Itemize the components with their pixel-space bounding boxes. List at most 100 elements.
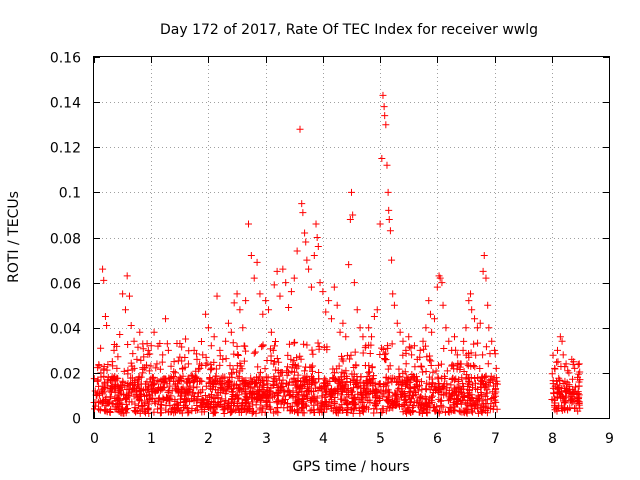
data-point xyxy=(236,367,244,375)
data-point xyxy=(123,381,131,389)
data-point xyxy=(345,391,353,399)
data-point xyxy=(247,374,255,382)
data-point xyxy=(151,399,159,407)
data-point xyxy=(198,408,206,416)
data-point xyxy=(382,407,390,415)
data-point xyxy=(479,267,487,275)
data-point xyxy=(406,378,414,386)
data-point xyxy=(491,346,499,354)
data-point xyxy=(185,408,193,416)
data-point xyxy=(159,376,167,384)
data-point xyxy=(403,407,411,415)
data-point xyxy=(464,391,472,399)
data-point xyxy=(256,404,264,412)
data-point xyxy=(385,375,393,383)
data-point xyxy=(212,379,220,387)
data-point xyxy=(314,243,322,251)
data-point xyxy=(211,409,219,417)
data-point xyxy=(287,355,295,363)
data-point xyxy=(153,386,161,394)
data-point xyxy=(561,399,569,407)
data-point xyxy=(359,349,367,357)
data-point xyxy=(248,394,256,402)
data-point xyxy=(97,344,105,352)
data-point xyxy=(487,372,495,380)
data-point xyxy=(482,274,490,282)
data-point xyxy=(254,363,262,371)
data-point xyxy=(434,373,442,381)
data-point xyxy=(323,405,331,413)
data-point xyxy=(493,380,501,388)
data-point xyxy=(122,406,130,414)
data-point xyxy=(184,360,192,368)
data-point xyxy=(576,368,584,376)
data-point xyxy=(233,290,241,298)
data-point xyxy=(479,351,487,359)
data-point xyxy=(400,401,408,409)
data-point xyxy=(439,301,447,309)
data-point xyxy=(266,405,274,413)
data-point xyxy=(269,393,277,401)
data-point xyxy=(247,383,255,391)
data-point xyxy=(242,378,250,386)
data-point xyxy=(240,380,248,388)
data-point xyxy=(399,337,407,345)
data-point xyxy=(173,340,181,348)
data-point xyxy=(222,396,230,404)
data-point xyxy=(231,406,239,414)
data-point xyxy=(184,391,192,399)
data-point xyxy=(411,363,419,371)
data-point xyxy=(279,396,287,404)
data-point xyxy=(310,401,318,409)
data-point xyxy=(478,373,486,381)
data-point xyxy=(148,387,156,395)
data-point xyxy=(259,310,267,318)
data-point xyxy=(301,229,309,237)
data-point xyxy=(556,376,564,384)
data-point xyxy=(229,365,237,373)
data-point xyxy=(384,379,392,387)
data-point xyxy=(563,387,571,395)
data-point xyxy=(467,290,475,298)
data-point xyxy=(344,404,352,412)
data-point xyxy=(163,340,171,348)
data-point xyxy=(474,409,482,417)
data-point xyxy=(474,392,482,400)
data-point xyxy=(448,361,456,369)
data-point xyxy=(416,346,424,354)
data-point xyxy=(270,375,278,383)
data-point xyxy=(306,407,314,415)
data-point xyxy=(472,402,480,410)
data-point xyxy=(350,370,358,378)
grid-lines xyxy=(94,57,609,418)
data-point xyxy=(90,375,98,383)
data-point xyxy=(322,387,330,395)
data-point xyxy=(486,376,494,384)
data-point xyxy=(280,404,288,412)
data-point xyxy=(321,388,329,396)
data-point xyxy=(261,365,269,373)
data-point xyxy=(303,256,311,264)
data-point xyxy=(471,315,479,323)
data-point xyxy=(437,403,445,411)
data-point xyxy=(143,340,151,348)
data-point xyxy=(382,387,390,395)
data-point xyxy=(250,380,258,388)
data-point xyxy=(296,125,304,133)
data-point xyxy=(429,368,437,376)
data-point xyxy=(382,121,390,129)
data-point xyxy=(351,381,359,389)
data-point xyxy=(477,391,485,399)
data-point xyxy=(574,361,582,369)
data-point xyxy=(321,393,329,401)
data-point xyxy=(300,340,308,348)
data-point xyxy=(554,384,562,392)
data-point xyxy=(449,362,457,370)
data-point xyxy=(110,346,118,354)
data-point xyxy=(283,371,291,379)
data-point xyxy=(199,351,207,359)
data-point xyxy=(460,393,468,401)
data-point xyxy=(446,403,454,411)
data-point xyxy=(193,355,201,363)
data-point xyxy=(185,385,193,393)
